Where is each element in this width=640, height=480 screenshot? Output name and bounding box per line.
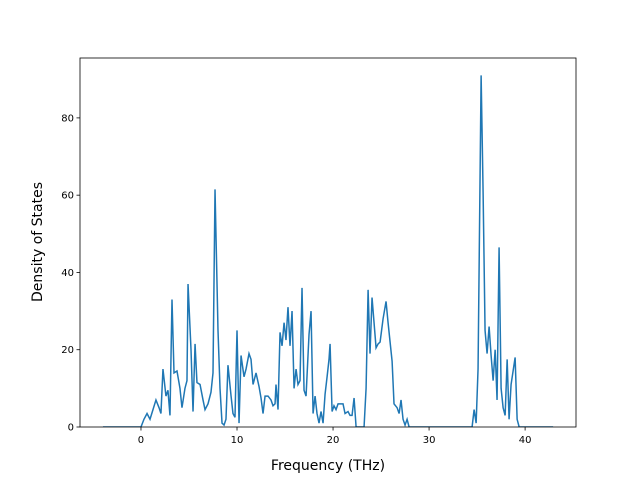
x-tick-label: 0 [138,435,144,446]
y-tick-label: 40 [61,268,74,279]
x-axis-label: Frequency (THz) [271,458,385,474]
x-tick-label: 10 [231,435,244,446]
data-line [102,75,554,427]
x-tick-label: 30 [423,435,436,446]
x-tick-label: 40 [519,435,532,446]
y-tick-label: 20 [61,345,74,356]
x-tick-label: 20 [327,435,340,446]
plot-frame [79,57,577,428]
y-tick-label: 60 [61,191,74,202]
y-tick-label: 80 [61,113,74,124]
y-tick-label: 0 [68,423,74,434]
y-axis-label: Density of States [30,182,46,302]
